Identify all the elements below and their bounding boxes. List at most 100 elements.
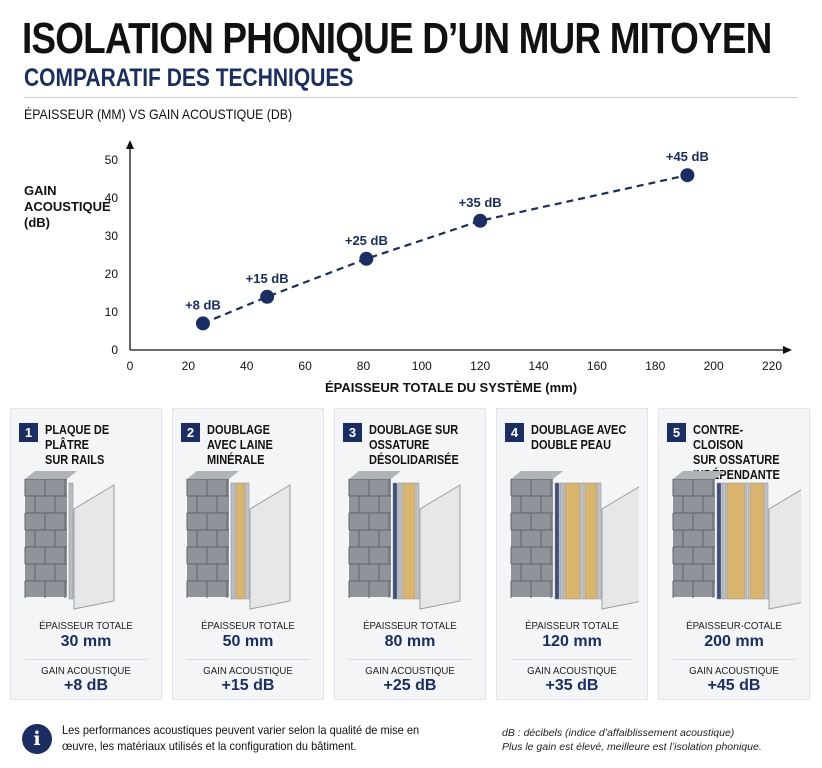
card-header: 2 DOUBLAGE AVEC LAINE MINÉRALE: [181, 423, 317, 468]
gain-value: +15 dB: [221, 677, 275, 694]
wall-section-icon: [24, 471, 115, 610]
x-tick-label: 20: [182, 359, 196, 373]
x-tick-label: 80: [357, 359, 371, 373]
y-axis-arrow-icon: [126, 140, 134, 149]
chart-heading: ÉPAISSEUR (MM) VS GAIN ACOUSTIQUE (DB): [24, 106, 293, 122]
footer-legend-line-2: Plus le gain est élevé, meilleure est l’…: [502, 741, 762, 753]
gain-label: GAIN ACOUSTIQUE: [203, 665, 293, 677]
technique-card: 2 DOUBLAGE AVEC LAINE MINÉRALE ÉPAISSEUR T…: [172, 408, 324, 700]
x-axis-arrow-icon: [783, 346, 792, 354]
technique-name: DOUBLAGE AVEC DOUBLE PEAU: [531, 423, 627, 452]
thickness-value: 30 mm: [60, 633, 112, 650]
card-header: 4 DOUBLAGE AVEC DOUBLE PEAU: [505, 423, 641, 453]
footer-note: Les performances acoustiques peuvent var…: [62, 723, 420, 753]
footer: i Les performances acoustiques peuvent v…: [0, 708, 822, 768]
x-tick-label: 200: [704, 359, 724, 373]
data-label: +15 dB: [246, 271, 289, 286]
data-label: +35 dB: [459, 195, 502, 210]
technique-card: 3 DOUBLAGE SUR OSSATURE DÉSOLIDARISÉE ÉPAI…: [334, 408, 486, 700]
title-divider: [24, 97, 798, 98]
y-tick-label: 30: [105, 229, 119, 243]
technique-name: PLAQUE DE PLÂTRE SUR RAILS: [45, 423, 110, 467]
thickness-label: ÉPAISSEUR TOTALE: [39, 620, 133, 632]
technique-card: 5 CONTRE-CLOISON SUR OSSATURE INDÉPENDANT…: [658, 408, 810, 700]
thickness-label: ÉPAISSEUR-COTALE: [686, 620, 782, 632]
x-tick-label: 160: [587, 359, 607, 373]
wall-section-icon: [672, 471, 810, 610]
gain-label: GAIN ACOUSTIQUE: [689, 665, 779, 677]
gain-label: GAIN ACOUSTIQUE: [41, 665, 131, 677]
footer-legend-line-1: dB : décibels (indice d’affaiblissement …: [502, 727, 735, 739]
data-label: +45 dB: [666, 149, 709, 164]
technique-name: DOUBLAGE SUR OSSATURE DÉSOLIDARISÉE: [369, 423, 459, 467]
mineral-wool-lining-illustration: [183, 461, 315, 611]
x-tick-label: 60: [298, 359, 312, 373]
thickness-value: 120 mm: [542, 633, 602, 650]
y-axis-label: GAIN: [24, 183, 57, 198]
data-point: [359, 251, 374, 266]
x-axis-label: ÉPAISSEUR TOTALE DU SYSTÈME (mm): [325, 380, 577, 395]
step-badge: 1: [19, 423, 38, 442]
data-point: [680, 168, 695, 183]
line-chart: 0 20 40 60 80 100 120 140 160 180 200 220 0 10 20 30 40 5…: [24, 140, 792, 395]
x-tick-label: 180: [645, 359, 665, 373]
step-badge: 4: [505, 423, 524, 442]
wall-section-icon: [348, 471, 461, 610]
card-divider: [25, 659, 147, 660]
card-divider: [349, 659, 471, 660]
card-divider: [511, 659, 633, 660]
gain-label: GAIN ACOUSTIQUE: [365, 665, 455, 677]
data-point: [260, 289, 275, 304]
double-skin-lining-illustration: [507, 461, 643, 611]
data-label: +25 dB: [345, 233, 388, 248]
technique-cards: 1 PLAQUE DE PLÂTRE SUR RAILS ÉPAISSEUR TOT…: [10, 408, 812, 700]
data-point: [195, 316, 210, 331]
thickness-label: ÉPAISSEUR TOTALE: [201, 620, 295, 632]
main-title: ISOLATION PHONIQUE D’UN MUR MITOYEN: [22, 14, 772, 63]
independent-frame-partition-illustration: [669, 461, 810, 611]
card-divider: [673, 659, 795, 660]
technique-name: DOUBLAGE AVEC LAINE MINÉRALE: [207, 423, 273, 467]
step-badge: 5: [667, 423, 686, 442]
x-tick-label: 120: [470, 359, 490, 373]
y-axis-label: ACOUSTIQUE: [24, 199, 111, 214]
thickness-label: ÉPAISSEUR TOTALE: [363, 620, 457, 632]
y-tick-label: 20: [105, 267, 119, 281]
y-tick-label: 50: [105, 153, 119, 167]
wall-section-icon: [510, 471, 643, 610]
data-point: [473, 213, 488, 228]
thickness-value: 80 mm: [384, 633, 436, 650]
y-tick-label: 10: [105, 305, 119, 319]
y-tick-label: 40: [105, 191, 119, 205]
card-divider: [187, 659, 309, 660]
gain-value: +45 dB: [707, 677, 761, 694]
x-tick-label: 0: [127, 359, 134, 373]
x-tick-label: 40: [240, 359, 254, 373]
plasterboard-on-rails-illustration: [21, 461, 153, 611]
data-label: +8 dB: [185, 297, 221, 312]
gain-label: GAIN ACOUSTIQUE: [527, 665, 617, 677]
card-header: 1 PLAQUE DE PLÂTRE SUR RAILS: [19, 423, 155, 468]
technique-card: 1 PLAQUE DE PLÂTRE SUR RAILS ÉPAISSEUR TOT…: [10, 408, 162, 700]
info-icon: i: [22, 724, 52, 754]
step-badge: 3: [343, 423, 362, 442]
footer-legend: dB : décibels (indice d’affaiblissement …: [502, 726, 802, 754]
card-header: 3 DOUBLAGE SUR OSSATURE DÉSOLIDARISÉE: [343, 423, 479, 468]
x-tick-label: 220: [762, 359, 782, 373]
gain-value: +8 dB: [63, 677, 108, 694]
gain-value: +35 dB: [545, 677, 599, 694]
gain-value: +25 dB: [383, 677, 437, 694]
y-axis-label: (dB): [24, 215, 50, 230]
thickness-value: 200 mm: [704, 633, 764, 650]
thickness-label: ÉPAISSEUR TOTALE: [525, 620, 619, 632]
technique-card: 4 DOUBLAGE AVEC DOUBLE PEAU ÉPAISSEUR TOTA…: [496, 408, 648, 700]
series-line: [202, 174, 688, 325]
subtitle: COMPARATIF DES TECHNIQUES: [24, 64, 354, 92]
thickness-value: 50 mm: [222, 633, 274, 650]
decoupled-frame-lining-illustration: [345, 461, 477, 611]
x-tick-label: 140: [529, 359, 549, 373]
y-tick-label: 0: [111, 343, 118, 357]
x-tick-label: 100: [412, 359, 432, 373]
step-badge: 2: [181, 423, 200, 442]
wall-section-icon: [186, 471, 291, 610]
